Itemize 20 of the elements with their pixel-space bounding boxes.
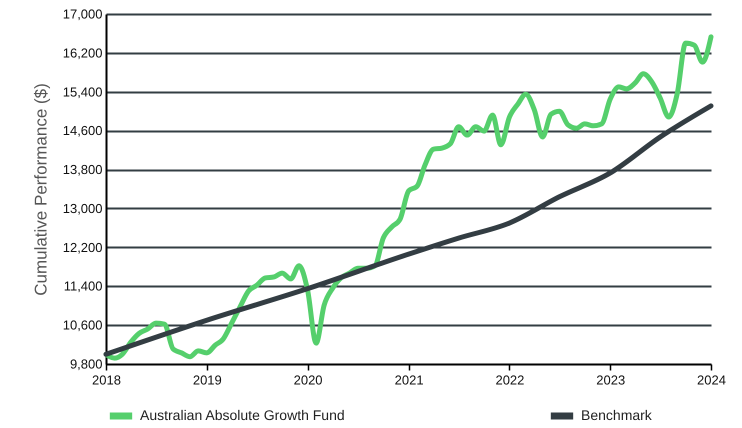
y-tick-label: 12,200 <box>62 240 102 255</box>
y-tick-label: 15,400 <box>62 84 102 100</box>
legend-label: Australian Absolute Growth Fund <box>140 407 345 423</box>
x-tick-label: 2021 <box>394 372 424 388</box>
y-tick-label: 16,200 <box>62 45 102 60</box>
x-tick-label: 2023 <box>596 372 626 388</box>
x-tick-label: 2024 <box>697 372 726 388</box>
legend-label: Benchmark <box>581 407 653 423</box>
y-tick-label: 9,800 <box>70 356 102 372</box>
y-axis-title: Cumulative Performance ($) <box>32 83 51 296</box>
y-tick-label: 13,800 <box>62 162 102 178</box>
x-tick-label: 2022 <box>495 372 524 388</box>
y-tick-label: 14,600 <box>62 123 102 138</box>
y-tick-label: 13,000 <box>62 200 102 216</box>
y-tick-label: 11,400 <box>64 278 102 294</box>
x-tick-label: 2020 <box>294 372 323 388</box>
x-tick-label: 2018 <box>92 372 121 388</box>
y-tick-label: 17,000 <box>62 6 102 22</box>
y-tick-label: 10,600 <box>62 318 102 333</box>
x-tick-label: 2019 <box>192 372 222 388</box>
